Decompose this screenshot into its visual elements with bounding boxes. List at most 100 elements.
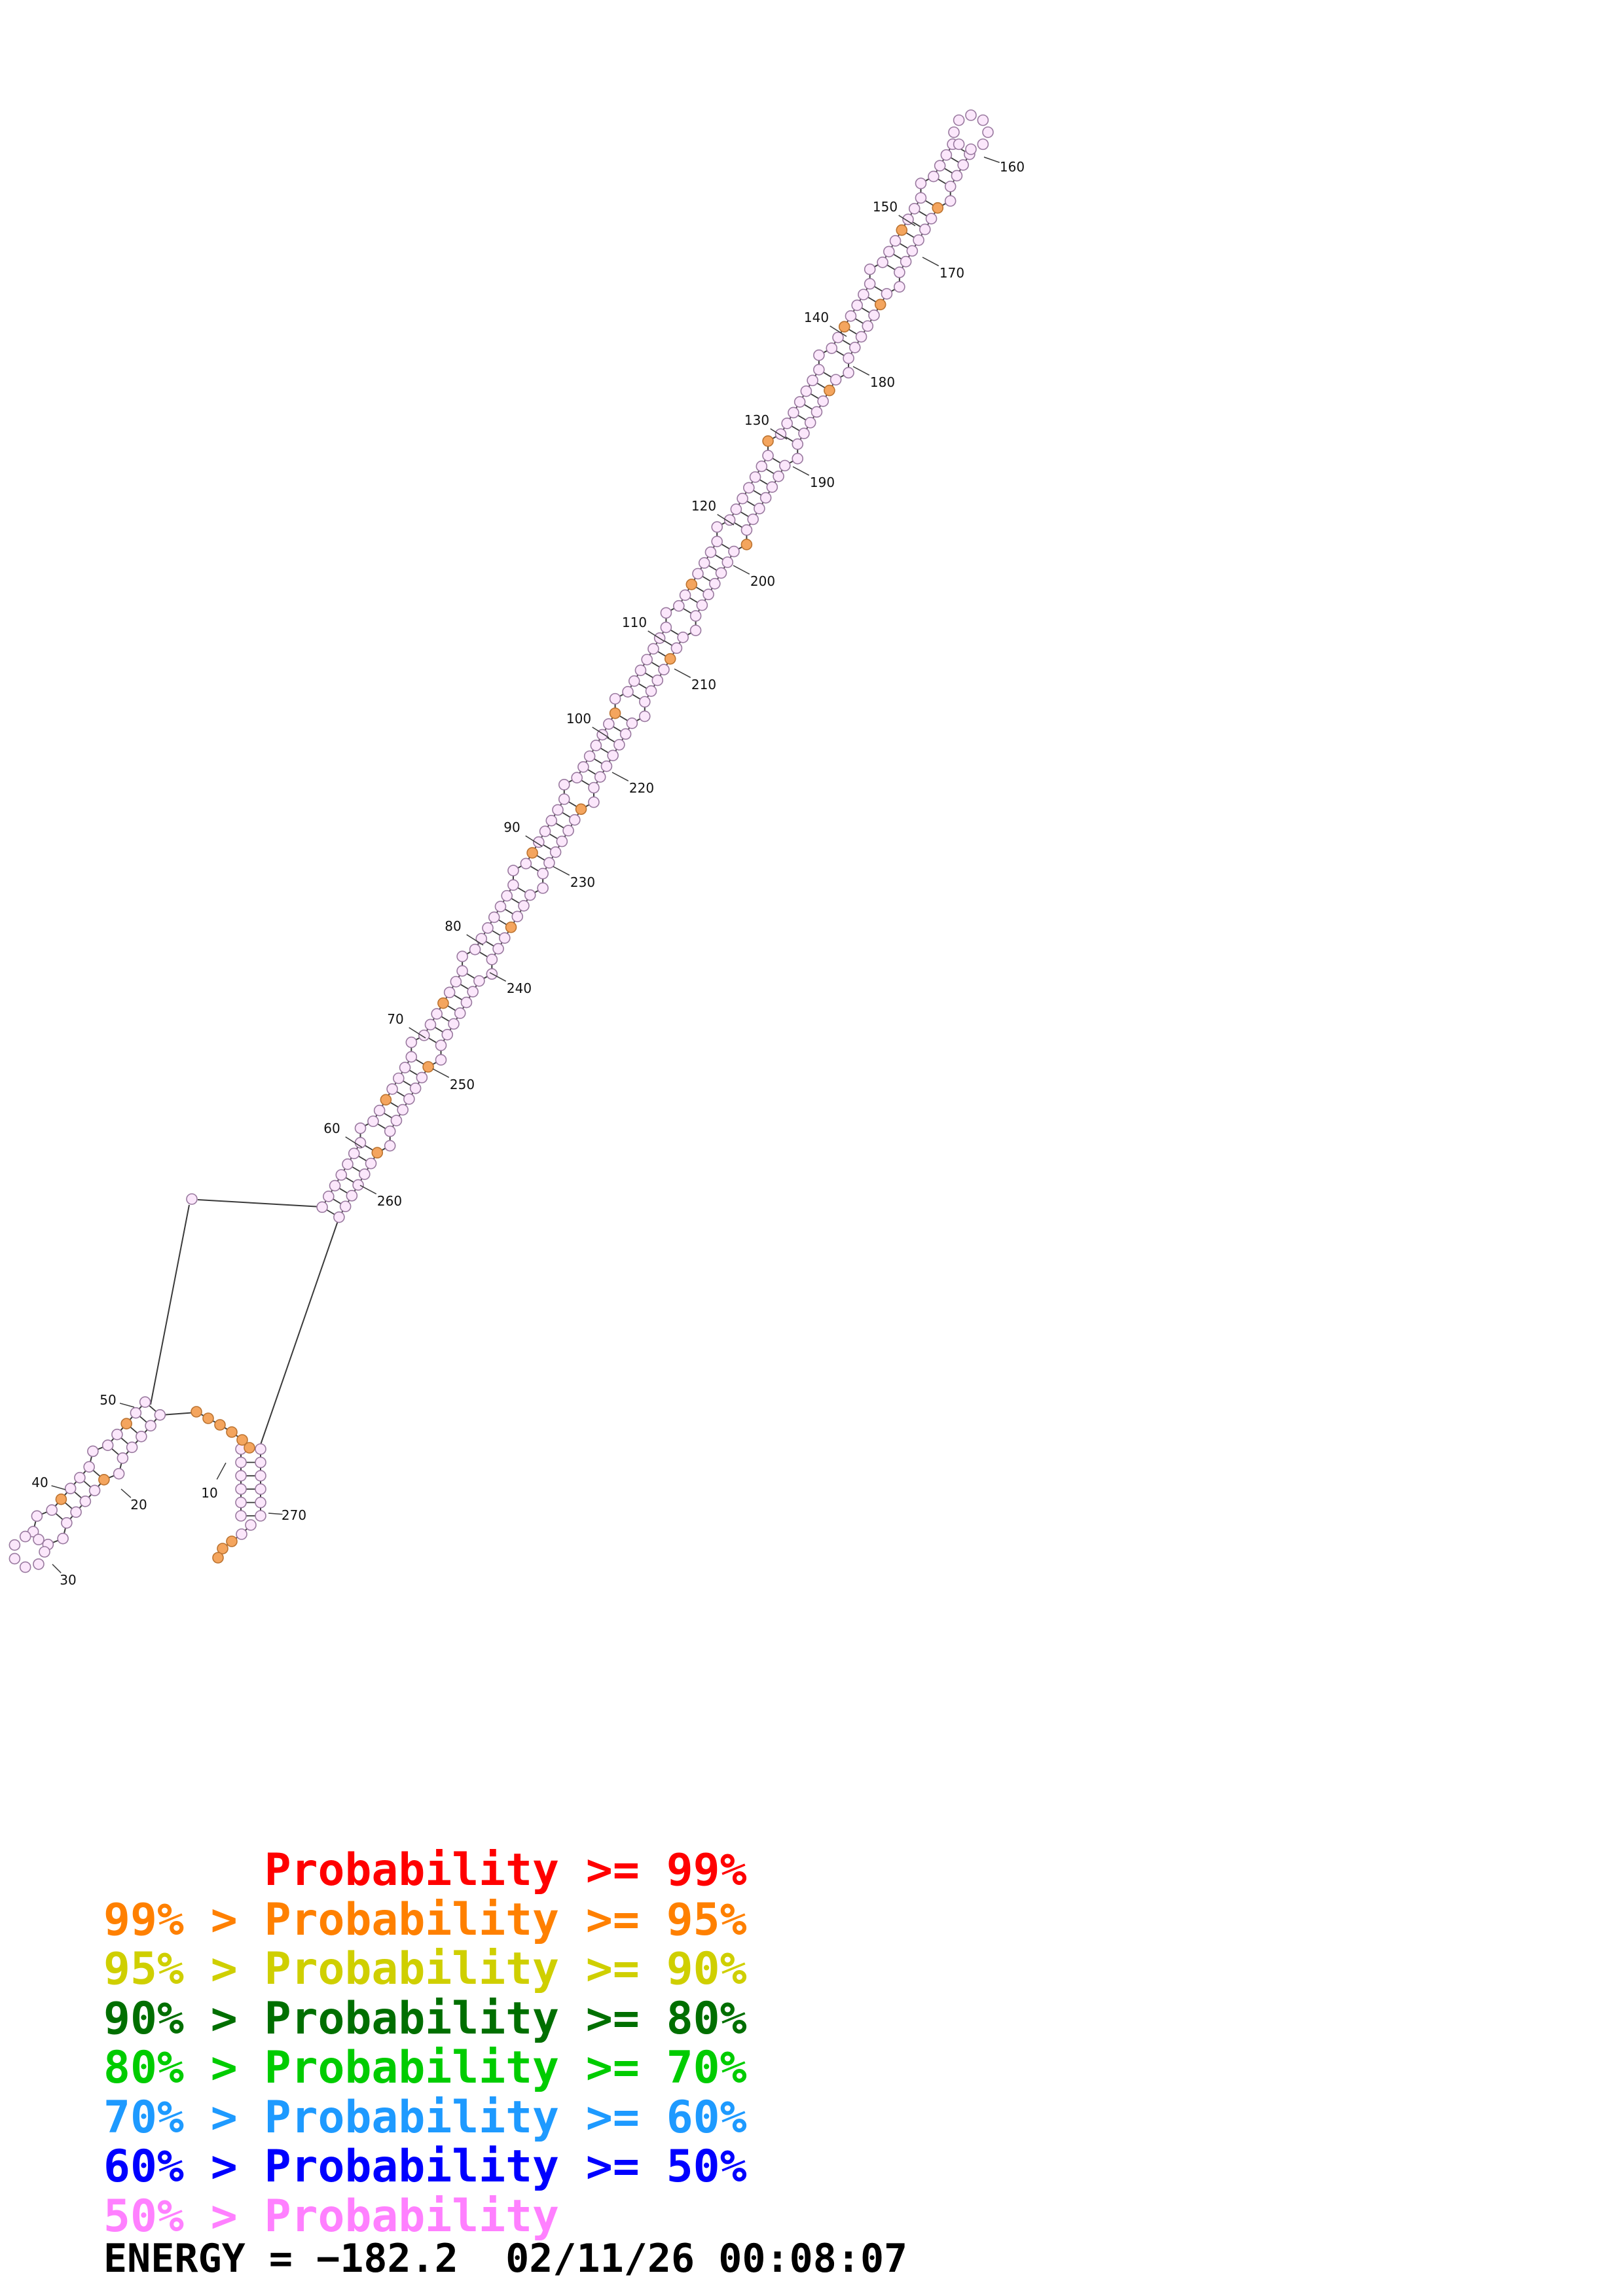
nucleotide-high-prob [838, 321, 850, 333]
nucleotide [511, 910, 524, 923]
nucleotide [766, 481, 778, 493]
nucleotide [329, 1179, 341, 1192]
nucleotide [711, 535, 723, 548]
nucleotide-high-prob [371, 1147, 384, 1159]
nucleotide [792, 438, 804, 450]
nucleotide [384, 1125, 396, 1138]
legend-line-1: Probability >= 99% [103, 1844, 747, 1896]
nucleotide [397, 1103, 409, 1116]
nucleotide [747, 513, 759, 526]
nucleotide [57, 1532, 69, 1545]
nucleotide [977, 138, 989, 151]
nucleotide [562, 825, 574, 836]
nucleotide [365, 1157, 377, 1170]
position-label: 140 [804, 310, 829, 325]
nucleotide [111, 1428, 123, 1441]
nucleotide [316, 1201, 328, 1213]
nucleotide [628, 675, 640, 687]
nucleotide [418, 1030, 430, 1041]
position-label: 50 [100, 1392, 116, 1408]
nucleotide [64, 1482, 77, 1494]
position-label: 200 [750, 573, 775, 589]
nucleotide [501, 889, 513, 902]
position-label: 80 [445, 918, 461, 934]
nucleotide [626, 717, 638, 729]
nucleotide [965, 109, 977, 121]
nucleotide [499, 932, 511, 944]
nucleotide [354, 1122, 367, 1134]
nucleotide [647, 643, 659, 655]
nucleotide [348, 1147, 360, 1160]
nucleotide-high-prob [932, 202, 944, 214]
nucleotide [843, 367, 854, 379]
nucleotide [384, 1139, 396, 1152]
nucleotide [919, 223, 931, 236]
nucleotide [600, 760, 613, 772]
nucleotide [609, 692, 621, 705]
nucleotide [113, 1467, 125, 1480]
nucleotide-high-prob [244, 1442, 255, 1454]
nucleotide [800, 385, 812, 397]
nucleotide [826, 342, 838, 354]
nucleotide [864, 278, 876, 290]
nucleotide [507, 879, 519, 891]
nucleotide [456, 965, 468, 977]
nucleotide [743, 482, 755, 494]
position-label: 190 [810, 475, 835, 490]
nucleotide [46, 1504, 58, 1516]
nucleotide [101, 1439, 114, 1451]
nucleotide [953, 114, 965, 126]
nucleotide [689, 624, 702, 636]
nucleotide [607, 749, 619, 762]
nucleotide [696, 599, 708, 611]
nucleotide [638, 710, 651, 723]
nucleotide [39, 1546, 50, 1558]
nucleotide [571, 772, 583, 783]
nucleotide [139, 1396, 151, 1408]
position-label: 240 [507, 980, 532, 996]
nucleotide [651, 674, 664, 687]
nucleotide-high-prob [98, 1474, 110, 1486]
nucleotide [692, 567, 704, 580]
nucleotide [524, 889, 536, 901]
nucleotide [813, 364, 825, 376]
position-label: 170 [939, 265, 964, 281]
nucleotide [849, 342, 861, 353]
nucleotide-high-prob [217, 1543, 228, 1554]
nucleotide [883, 245, 895, 258]
nucleotide [730, 503, 742, 515]
nucleotide [467, 986, 479, 997]
nucleotide [186, 1193, 198, 1205]
nucleotide-high-prob [896, 224, 908, 236]
nucleotide [533, 836, 545, 848]
nucleotide [811, 406, 823, 418]
nucleotide [709, 578, 721, 590]
nucleotide-high-prob [437, 997, 449, 1009]
nucleotide [456, 950, 468, 963]
nucleotide [473, 975, 485, 987]
position-label: 160 [1000, 159, 1025, 175]
nucleotide [399, 1062, 411, 1073]
nucleotide [679, 589, 691, 601]
position-label: 270 [282, 1507, 306, 1523]
nucleotide [416, 1071, 428, 1084]
nucleotide [441, 1028, 454, 1041]
nucleotide [788, 406, 799, 419]
nucleotide [594, 771, 606, 783]
nucleotide [940, 149, 953, 161]
nucleotide [934, 160, 946, 171]
position-label: 90 [503, 819, 520, 835]
nucleotide [386, 1083, 398, 1095]
nucleotide [759, 492, 772, 504]
nucleotide [658, 664, 670, 675]
nucleotide-high-prob [226, 1535, 238, 1547]
nucleotide [855, 331, 867, 343]
nucleotide-high-prob [212, 1552, 224, 1564]
legend-line-6: 70% > Probability >= 60% [103, 2091, 747, 2144]
nucleotide [762, 450, 774, 461]
nucleotide [33, 1558, 45, 1570]
probability-legend: Probability >= 99% 99% > Probability >= 9… [103, 1846, 747, 2241]
nucleotide [255, 1483, 266, 1495]
nucleotide [235, 1470, 247, 1482]
position-label: 100 [566, 711, 591, 726]
